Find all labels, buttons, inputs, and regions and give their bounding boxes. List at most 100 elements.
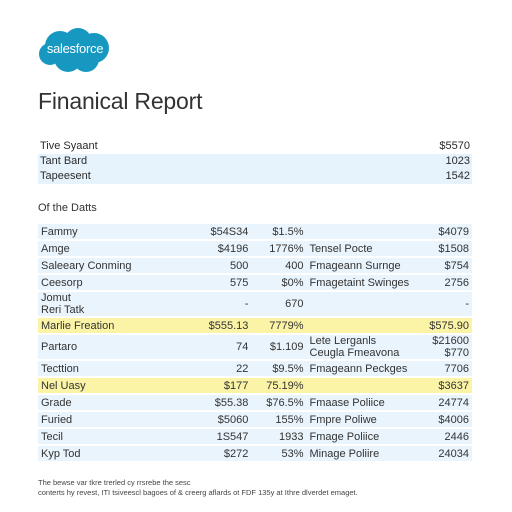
row-total: $21600 xyxy=(432,335,469,347)
row-percent: 400 xyxy=(251,258,307,273)
row-description: Fmage Poliice xyxy=(306,429,427,444)
row-name: Jomut xyxy=(41,292,71,304)
row-percent: 155% xyxy=(251,412,307,427)
row-amount: 1S547 xyxy=(177,429,252,444)
row-description xyxy=(306,318,427,333)
row-total: $1508 xyxy=(426,241,472,256)
row-total: $575.90 xyxy=(426,318,472,333)
row-name: Amge xyxy=(38,241,178,256)
row-total-line2: $770 xyxy=(444,347,469,359)
row-amount: $4196 xyxy=(177,241,252,256)
table-row: Grade $55.38 $76.5% Fmaase Poliice 24774 xyxy=(38,395,472,410)
summary-table: Tive Syaant $5570 Tant Bard 1023 Tapeese… xyxy=(38,139,472,184)
row-description-cell: Lete Lerganls Ceugla Fmeavona xyxy=(306,335,427,359)
row-total: 24034 xyxy=(426,446,472,461)
row-name: Marlie Freation xyxy=(38,318,178,333)
row-name: Kyp Tod xyxy=(38,446,178,461)
row-name: Fammy xyxy=(38,224,178,239)
summary-value: 1542 xyxy=(316,169,472,184)
table-row: Jomut Reri Tatk - 670 - xyxy=(38,292,472,316)
row-description xyxy=(306,378,427,393)
row-description: Lete Lerganls xyxy=(309,335,377,347)
row-total: 7706 xyxy=(426,361,472,376)
row-amount: $272 xyxy=(177,446,252,461)
row-total: 24774 xyxy=(426,395,472,410)
row-description: Fmagetaint Swinges xyxy=(306,275,427,290)
row-name-line2: Reri Tatk xyxy=(41,304,85,316)
row-amount: 575 xyxy=(177,275,252,290)
row-name: Tecttion xyxy=(38,361,178,376)
row-percent: $1.5% xyxy=(251,224,307,239)
table-row: Amge $4196 1776% Tensel Pocte $1508 xyxy=(38,241,472,256)
row-percent: $1.109 xyxy=(251,335,307,359)
summary-label: Tapeesent xyxy=(38,169,317,184)
row-name: Tecil xyxy=(38,429,178,444)
table-row: Ceesorp 575 $0% Fmagetaint Swinges 2756 xyxy=(38,275,472,290)
row-percent: 1933 xyxy=(251,429,307,444)
summary-label: Tive Syaant xyxy=(40,140,98,152)
summary-value: 1023 xyxy=(316,154,472,169)
row-name: Ceesorp xyxy=(38,275,178,290)
table-row: Saleeary Conming 500 400 Fmageann Surnge… xyxy=(38,258,472,273)
row-name: Nel Uasy xyxy=(38,378,178,393)
row-amount: $177 xyxy=(177,378,252,393)
row-percent: 7779% xyxy=(251,318,307,333)
page-title: Finanical Report xyxy=(38,88,203,114)
row-percent: $0% xyxy=(251,275,307,290)
row-total-cell: $21600 $770 xyxy=(426,335,472,359)
row-total: $754 xyxy=(426,258,472,273)
row-amount: $5060 xyxy=(177,412,252,427)
row-total: $4006 xyxy=(426,412,472,427)
summary-row: Tive Syaant $5570 xyxy=(38,139,472,154)
table-row: Tecttion 22 $9.5% Fmageann Peckges 7706 xyxy=(38,361,472,376)
table-row: Tecil 1S547 1933 Fmage Poliice 2446 xyxy=(38,429,472,444)
row-description: Minage Poliire xyxy=(306,446,427,461)
details-heading: Of the Datts xyxy=(38,202,97,214)
row-description xyxy=(306,224,427,239)
row-description-line2: Ceugla Fmeavona xyxy=(309,347,400,359)
table-row: Fammy $54S34 $1.5% $4079 xyxy=(38,224,472,239)
logo-wordmark: salesforce xyxy=(46,41,104,56)
row-percent: 75.19% xyxy=(251,378,307,393)
row-description: Fmaase Poliice xyxy=(306,395,427,410)
cloud-logo-icon xyxy=(39,28,109,72)
row-name: Furied xyxy=(38,412,178,427)
salesforce-logo: salesforce xyxy=(38,26,112,74)
row-description: Fmageann Surnge xyxy=(306,258,427,273)
row-name: Grade xyxy=(38,395,178,410)
row-percent: 53% xyxy=(251,446,307,461)
row-total: $4079 xyxy=(426,224,472,239)
footer-line: conterts hy revest, ITI tsiveescl bagoes… xyxy=(38,488,358,497)
details-table: Fammy $54S34 $1.5% $4079 Amge $4196 1776… xyxy=(38,222,472,463)
summary-label: Tant Bard xyxy=(38,154,317,169)
row-description: Fmpre Poliwe xyxy=(306,412,427,427)
row-total: 2756 xyxy=(426,275,472,290)
row-percent: 1776% xyxy=(251,241,307,256)
summary-value: $5570 xyxy=(439,140,470,152)
row-amount: $54S34 xyxy=(177,224,252,239)
row-name: Saleeary Conming xyxy=(38,258,178,273)
row-total: $3637 xyxy=(426,378,472,393)
row-amount: $55.38 xyxy=(177,395,252,410)
row-amount: 500 xyxy=(177,258,252,273)
table-row: Kyp Tod $272 53% Minage Poliire 24034 xyxy=(38,446,472,461)
footer-note: The bewse var tkre trerled cy rrsrebe th… xyxy=(38,478,478,498)
row-amount: $555.13 xyxy=(177,318,252,333)
row-description: Fmageann Peckges xyxy=(306,361,427,376)
footer-line: The bewse var tkre trerled cy rrsrebe th… xyxy=(38,478,191,487)
row-percent: $76.5% xyxy=(251,395,307,410)
row-name: Partaro xyxy=(38,335,178,359)
row-description xyxy=(306,292,427,316)
row-amount: 22 xyxy=(177,361,252,376)
summary-row: Tapeesent 1542 xyxy=(38,169,472,184)
summary-row: Tant Bard 1023 xyxy=(38,154,472,169)
row-amount: 74 xyxy=(177,335,252,359)
row-percent: $9.5% xyxy=(251,361,307,376)
row-total: 2446 xyxy=(426,429,472,444)
table-row: Partaro 74 $1.109 Lete Lerganls Ceugla F… xyxy=(38,335,472,359)
row-percent: 670 xyxy=(251,292,307,316)
row-total: - xyxy=(426,292,472,316)
table-row-highlighted: Marlie Freation $555.13 7779% $575.90 xyxy=(38,318,472,333)
table-row: Furied $5060 155% Fmpre Poliwe $4006 xyxy=(38,412,472,427)
row-description: Tensel Pocte xyxy=(306,241,427,256)
